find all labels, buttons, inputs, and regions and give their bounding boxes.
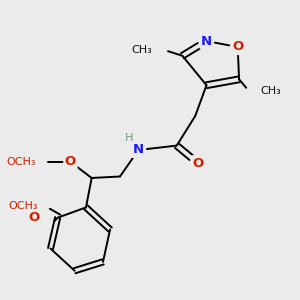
- Text: OCH₃: OCH₃: [8, 201, 38, 211]
- Text: O: O: [232, 40, 243, 53]
- Text: CH₃: CH₃: [260, 86, 281, 96]
- Text: O: O: [28, 211, 40, 224]
- Text: O: O: [65, 155, 76, 168]
- Text: N: N: [201, 34, 212, 48]
- Text: N: N: [133, 143, 144, 157]
- Text: CH₃: CH₃: [132, 45, 153, 55]
- Text: H: H: [125, 133, 134, 143]
- Text: O: O: [192, 157, 204, 170]
- Text: OCH₃: OCH₃: [7, 157, 36, 167]
